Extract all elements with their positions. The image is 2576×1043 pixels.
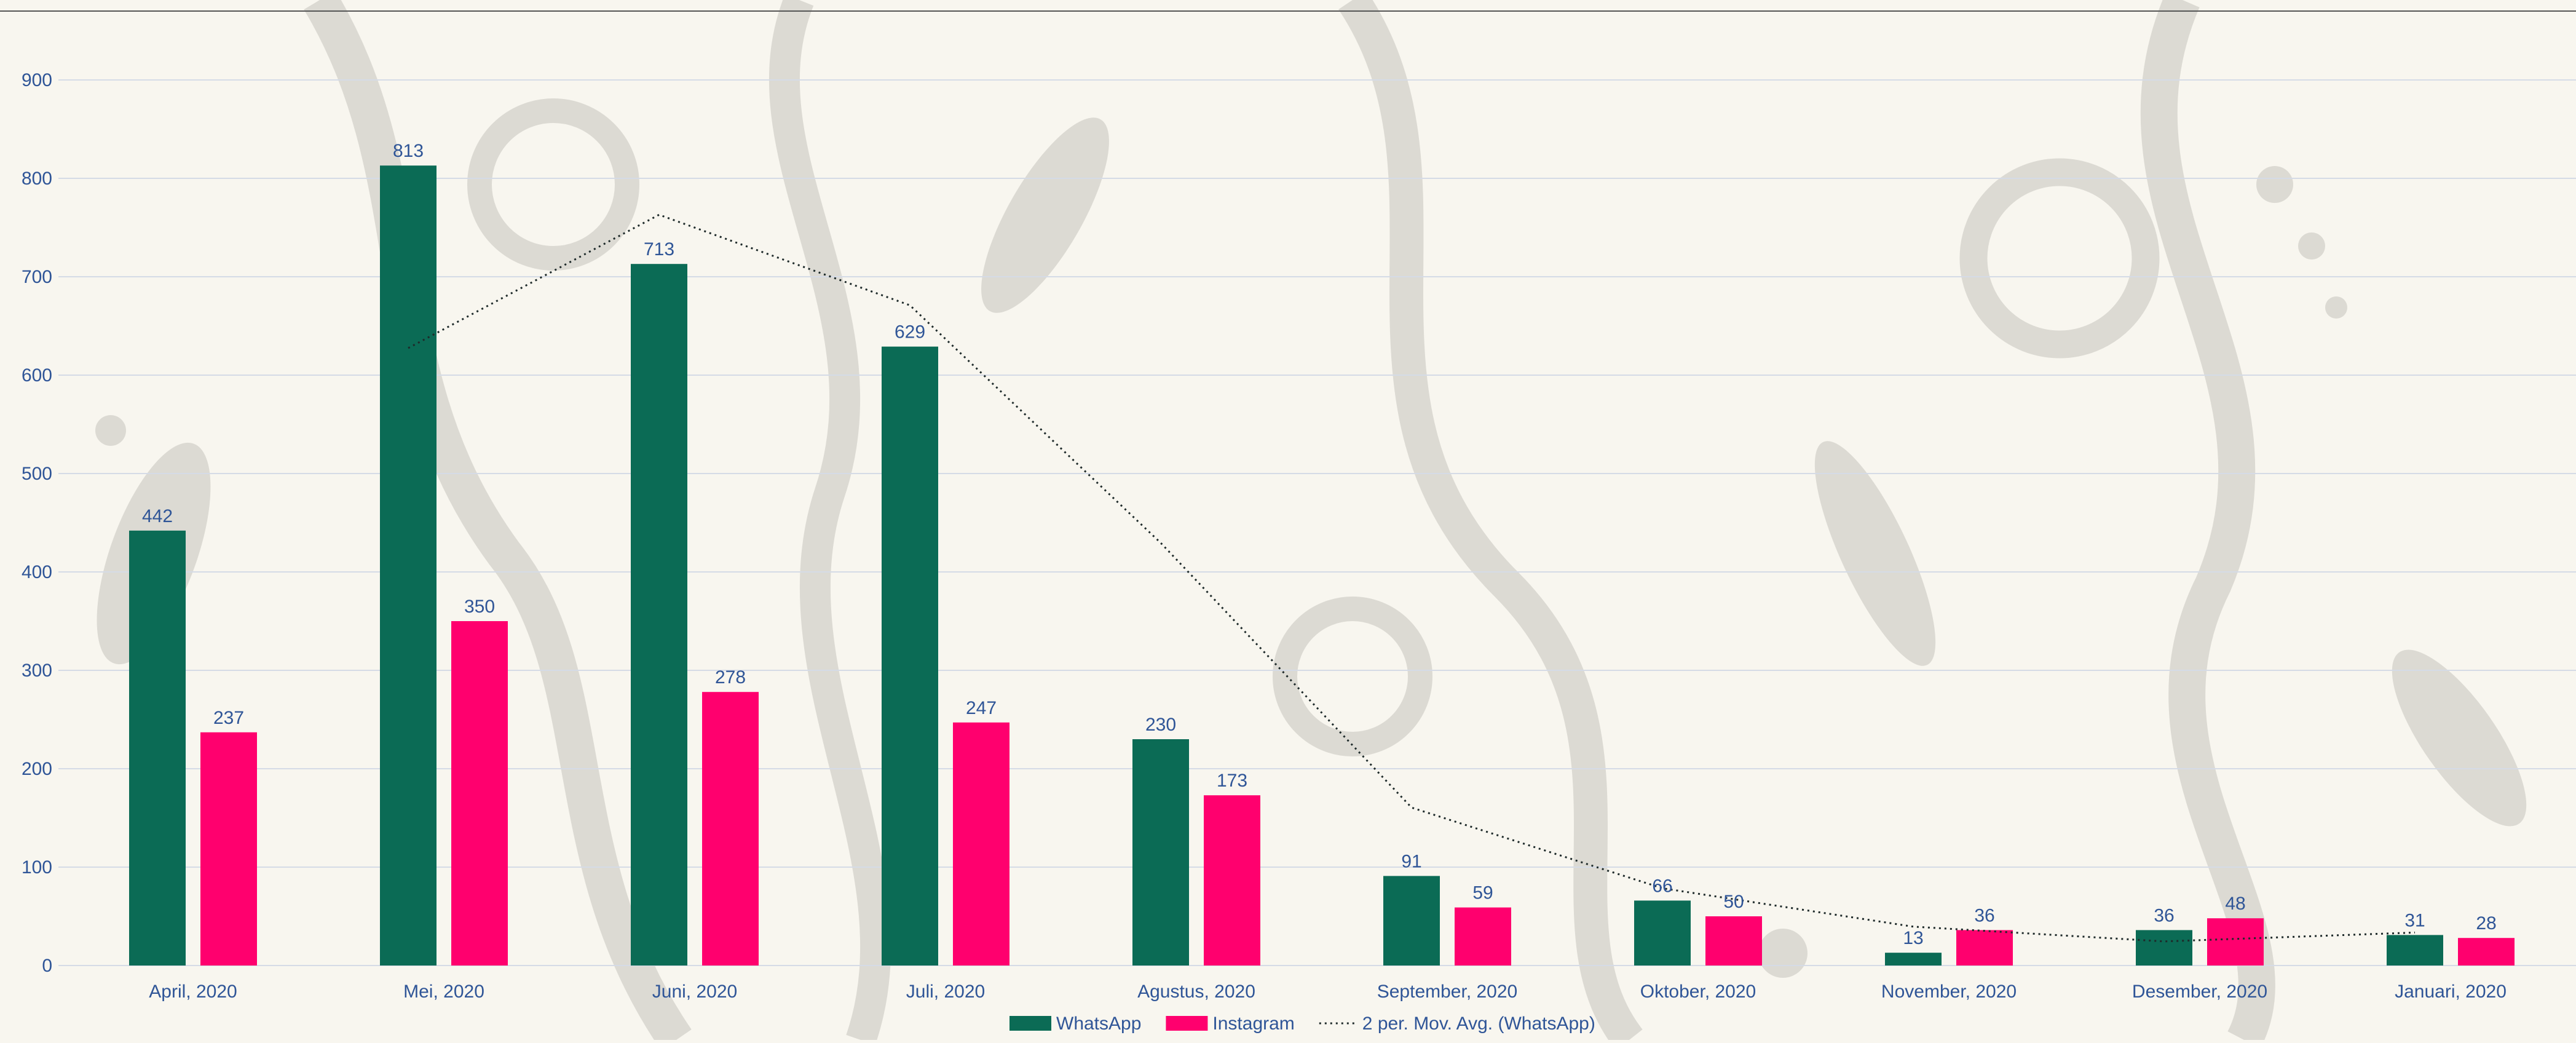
legend: WhatsApp Instagram 2 per. Mov. Avg. (Whats… [1009, 1013, 1595, 1034]
x-tick-label: Juli, 2020 [906, 982, 985, 1002]
bar-whatsapp [1885, 953, 1942, 966]
bar-whatsapp [129, 530, 186, 966]
background-ornament [2325, 296, 2347, 319]
y-tick-label: 600 [22, 365, 52, 386]
data-label-instagram: 59 [1472, 883, 1493, 903]
bar-instagram [200, 732, 257, 966]
bar-instagram [1455, 907, 1511, 966]
data-label-whatsapp: 91 [1401, 851, 1421, 871]
bar-whatsapp [380, 165, 437, 966]
bar-instagram [1956, 930, 2013, 966]
background-ornament [467, 98, 639, 271]
data-label-instagram: 48 [2225, 894, 2245, 914]
data-label-instagram: 173 [1217, 771, 1247, 791]
data-label-instagram: 237 [213, 708, 244, 728]
data-label-whatsapp: 66 [1652, 876, 1672, 896]
bar-instagram [2458, 938, 2515, 966]
x-tick-label: Juni, 2020 [652, 982, 737, 1002]
background-ornament [95, 415, 126, 446]
y-tick-label: 500 [22, 464, 52, 484]
legend-label-whatsapp: WhatsApp [1056, 1013, 1141, 1034]
data-label-whatsapp: 813 [393, 141, 424, 161]
data-label-instagram: 28 [2476, 913, 2496, 934]
data-label-whatsapp: 230 [1145, 715, 1176, 735]
y-tick-label: 800 [22, 169, 52, 189]
background-ornament [768, 0, 891, 1043]
x-tick-label: November, 2020 [1881, 982, 2017, 1002]
bars [129, 165, 2515, 966]
x-axis-ticks: April, 2020 Mei, 2020 Juni, 2020 Juli, 2020… [149, 982, 2507, 1002]
x-tick-label: Agustus, 2020 [1137, 982, 1255, 1002]
data-label-whatsapp: 629 [895, 322, 925, 343]
background-ornament [2256, 166, 2293, 203]
bar-whatsapp [1383, 876, 1440, 966]
bar-instagram [702, 692, 759, 966]
y-axis-ticks: 0 100 200 300 400 500 600 700 800 900 [22, 70, 52, 976]
background-ornament [2392, 649, 2527, 827]
y-tick-label: 700 [22, 267, 52, 287]
data-label-whatsapp: 442 [142, 506, 173, 526]
x-tick-label: September, 2020 [1377, 982, 1518, 1002]
background-ornament [1959, 158, 2160, 359]
bar-whatsapp [1132, 739, 1189, 966]
background-ornament [2298, 232, 2325, 260]
bar-whatsapp [631, 264, 687, 966]
y-tick-label: 100 [22, 857, 52, 878]
background-ornament [1814, 441, 1936, 666]
background-pattern [95, 0, 2527, 1043]
bar-instagram [451, 621, 508, 966]
y-tick-label: 0 [42, 956, 52, 976]
bar-whatsapp [1634, 900, 1691, 966]
x-tick-label: Oktober, 2020 [1640, 982, 1756, 1002]
legend-swatch-whatsapp [1009, 1016, 1051, 1031]
y-tick-label: 300 [22, 660, 52, 681]
background-ornament [2140, 0, 2275, 1043]
data-label-instagram: 36 [1974, 905, 1994, 926]
data-label-instagram: 247 [966, 698, 997, 718]
data-label-instagram: 278 [715, 667, 746, 688]
y-tick-label: 400 [22, 562, 52, 582]
data-label-instagram: 50 [1723, 892, 1744, 912]
x-tick-label: April, 2020 [149, 982, 237, 1002]
data-label-whatsapp: 31 [2404, 910, 2425, 930]
bar-instagram [2207, 918, 2264, 966]
x-tick-label: Desember, 2020 [2132, 982, 2267, 1002]
bar-whatsapp [2387, 935, 2443, 966]
bar-instagram [1204, 795, 1260, 966]
bar-whatsapp [2136, 930, 2192, 966]
x-tick-label: Mei, 2020 [403, 982, 484, 1002]
data-label-whatsapp: 713 [644, 239, 674, 260]
x-tick-label: Januari, 2020 [2395, 982, 2507, 1002]
data-labels: 442 813 713 629 230 91 66 13 36 31 237 350 278 247 173… [142, 141, 2497, 948]
y-tick-label: 200 [22, 759, 52, 779]
bar-instagram [1705, 916, 1762, 966]
data-label-instagram: 350 [464, 597, 495, 617]
legend-label-instagram: Instagram [1212, 1013, 1294, 1034]
y-tick-label: 900 [22, 70, 52, 90]
background-ornament [1273, 597, 1432, 756]
data-label-whatsapp: 13 [1903, 928, 1923, 948]
bar-whatsapp [882, 346, 938, 966]
legend-swatch-instagram [1166, 1016, 1208, 1031]
bar-instagram [953, 722, 1009, 966]
data-label-whatsapp: 36 [2154, 905, 2174, 926]
background-ornament [1758, 929, 1808, 978]
background-ornament [981, 117, 1109, 313]
legend-label-trendline: 2 per. Mov. Avg. (WhatsApp) [1362, 1013, 1595, 1034]
background-ornament [1338, 0, 1643, 1043]
